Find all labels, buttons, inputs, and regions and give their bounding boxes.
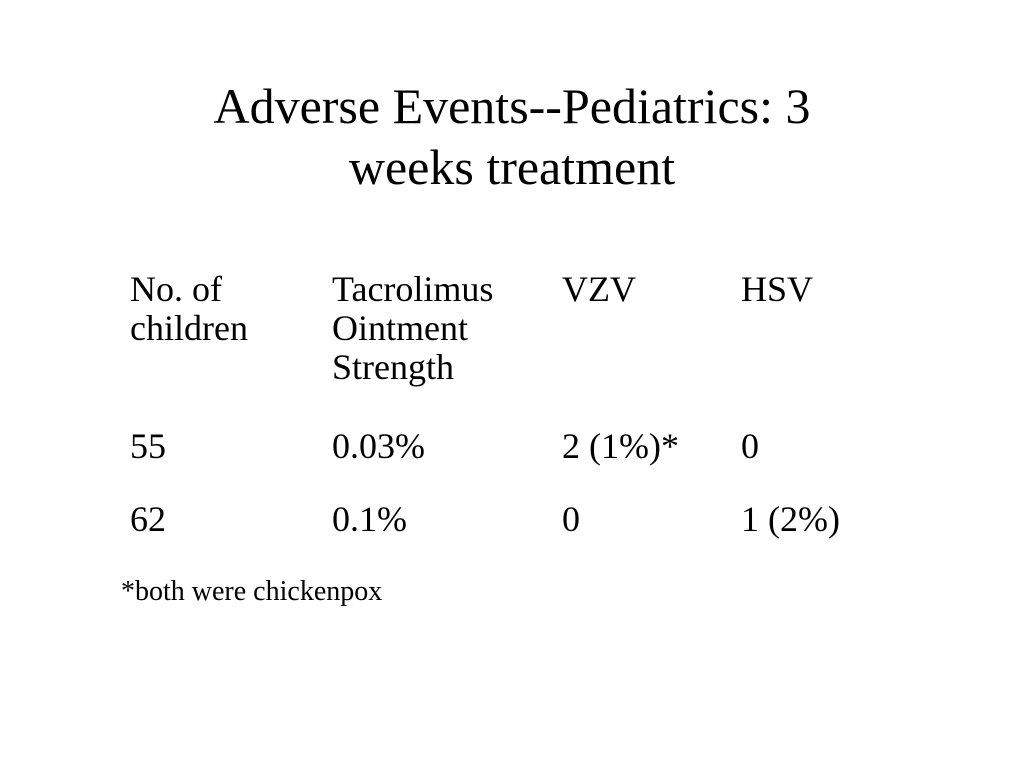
header-text: Strength — [332, 347, 454, 387]
column-header-vzv: VZV — [562, 270, 636, 309]
header-text: children — [130, 308, 248, 348]
header-text: HSV — [741, 269, 814, 309]
column-header-ointment-strength: Tacrolimus Ointment Strength — [332, 270, 493, 387]
header-text: No. of — [130, 269, 222, 309]
table-cell-hsv: 0 — [741, 426, 759, 466]
table-cell-children: 62 — [130, 499, 166, 539]
slide-title: Adverse Events--Pediatrics: 3 weeks trea… — [60, 76, 964, 198]
header-text: VZV — [562, 269, 636, 309]
column-header-hsv: HSV — [741, 270, 813, 309]
column-header-children: No. of children — [130, 270, 248, 348]
slide-title-line-2: weeks treatment — [348, 139, 676, 195]
table-cell-vzv: 0 — [562, 499, 580, 539]
table-cell-strength: 0.1% — [332, 499, 407, 539]
table-cell-children: 55 — [130, 426, 166, 466]
slide-title-line-1: Adverse Events--Pediatrics: 3 — [213, 78, 811, 134]
table-cell-hsv: 1 (2%) — [741, 499, 840, 539]
table-cell-vzv: 2 (1%)* — [562, 426, 679, 466]
header-text: Ointment — [332, 308, 468, 348]
table-footnote: *both were chickenpox — [121, 576, 383, 607]
table-cell-strength: 0.03% — [332, 426, 425, 466]
header-text: Tacrolimus — [332, 269, 494, 309]
